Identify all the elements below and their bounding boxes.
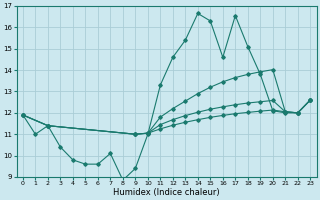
X-axis label: Humidex (Indice chaleur): Humidex (Indice chaleur) <box>113 188 220 197</box>
